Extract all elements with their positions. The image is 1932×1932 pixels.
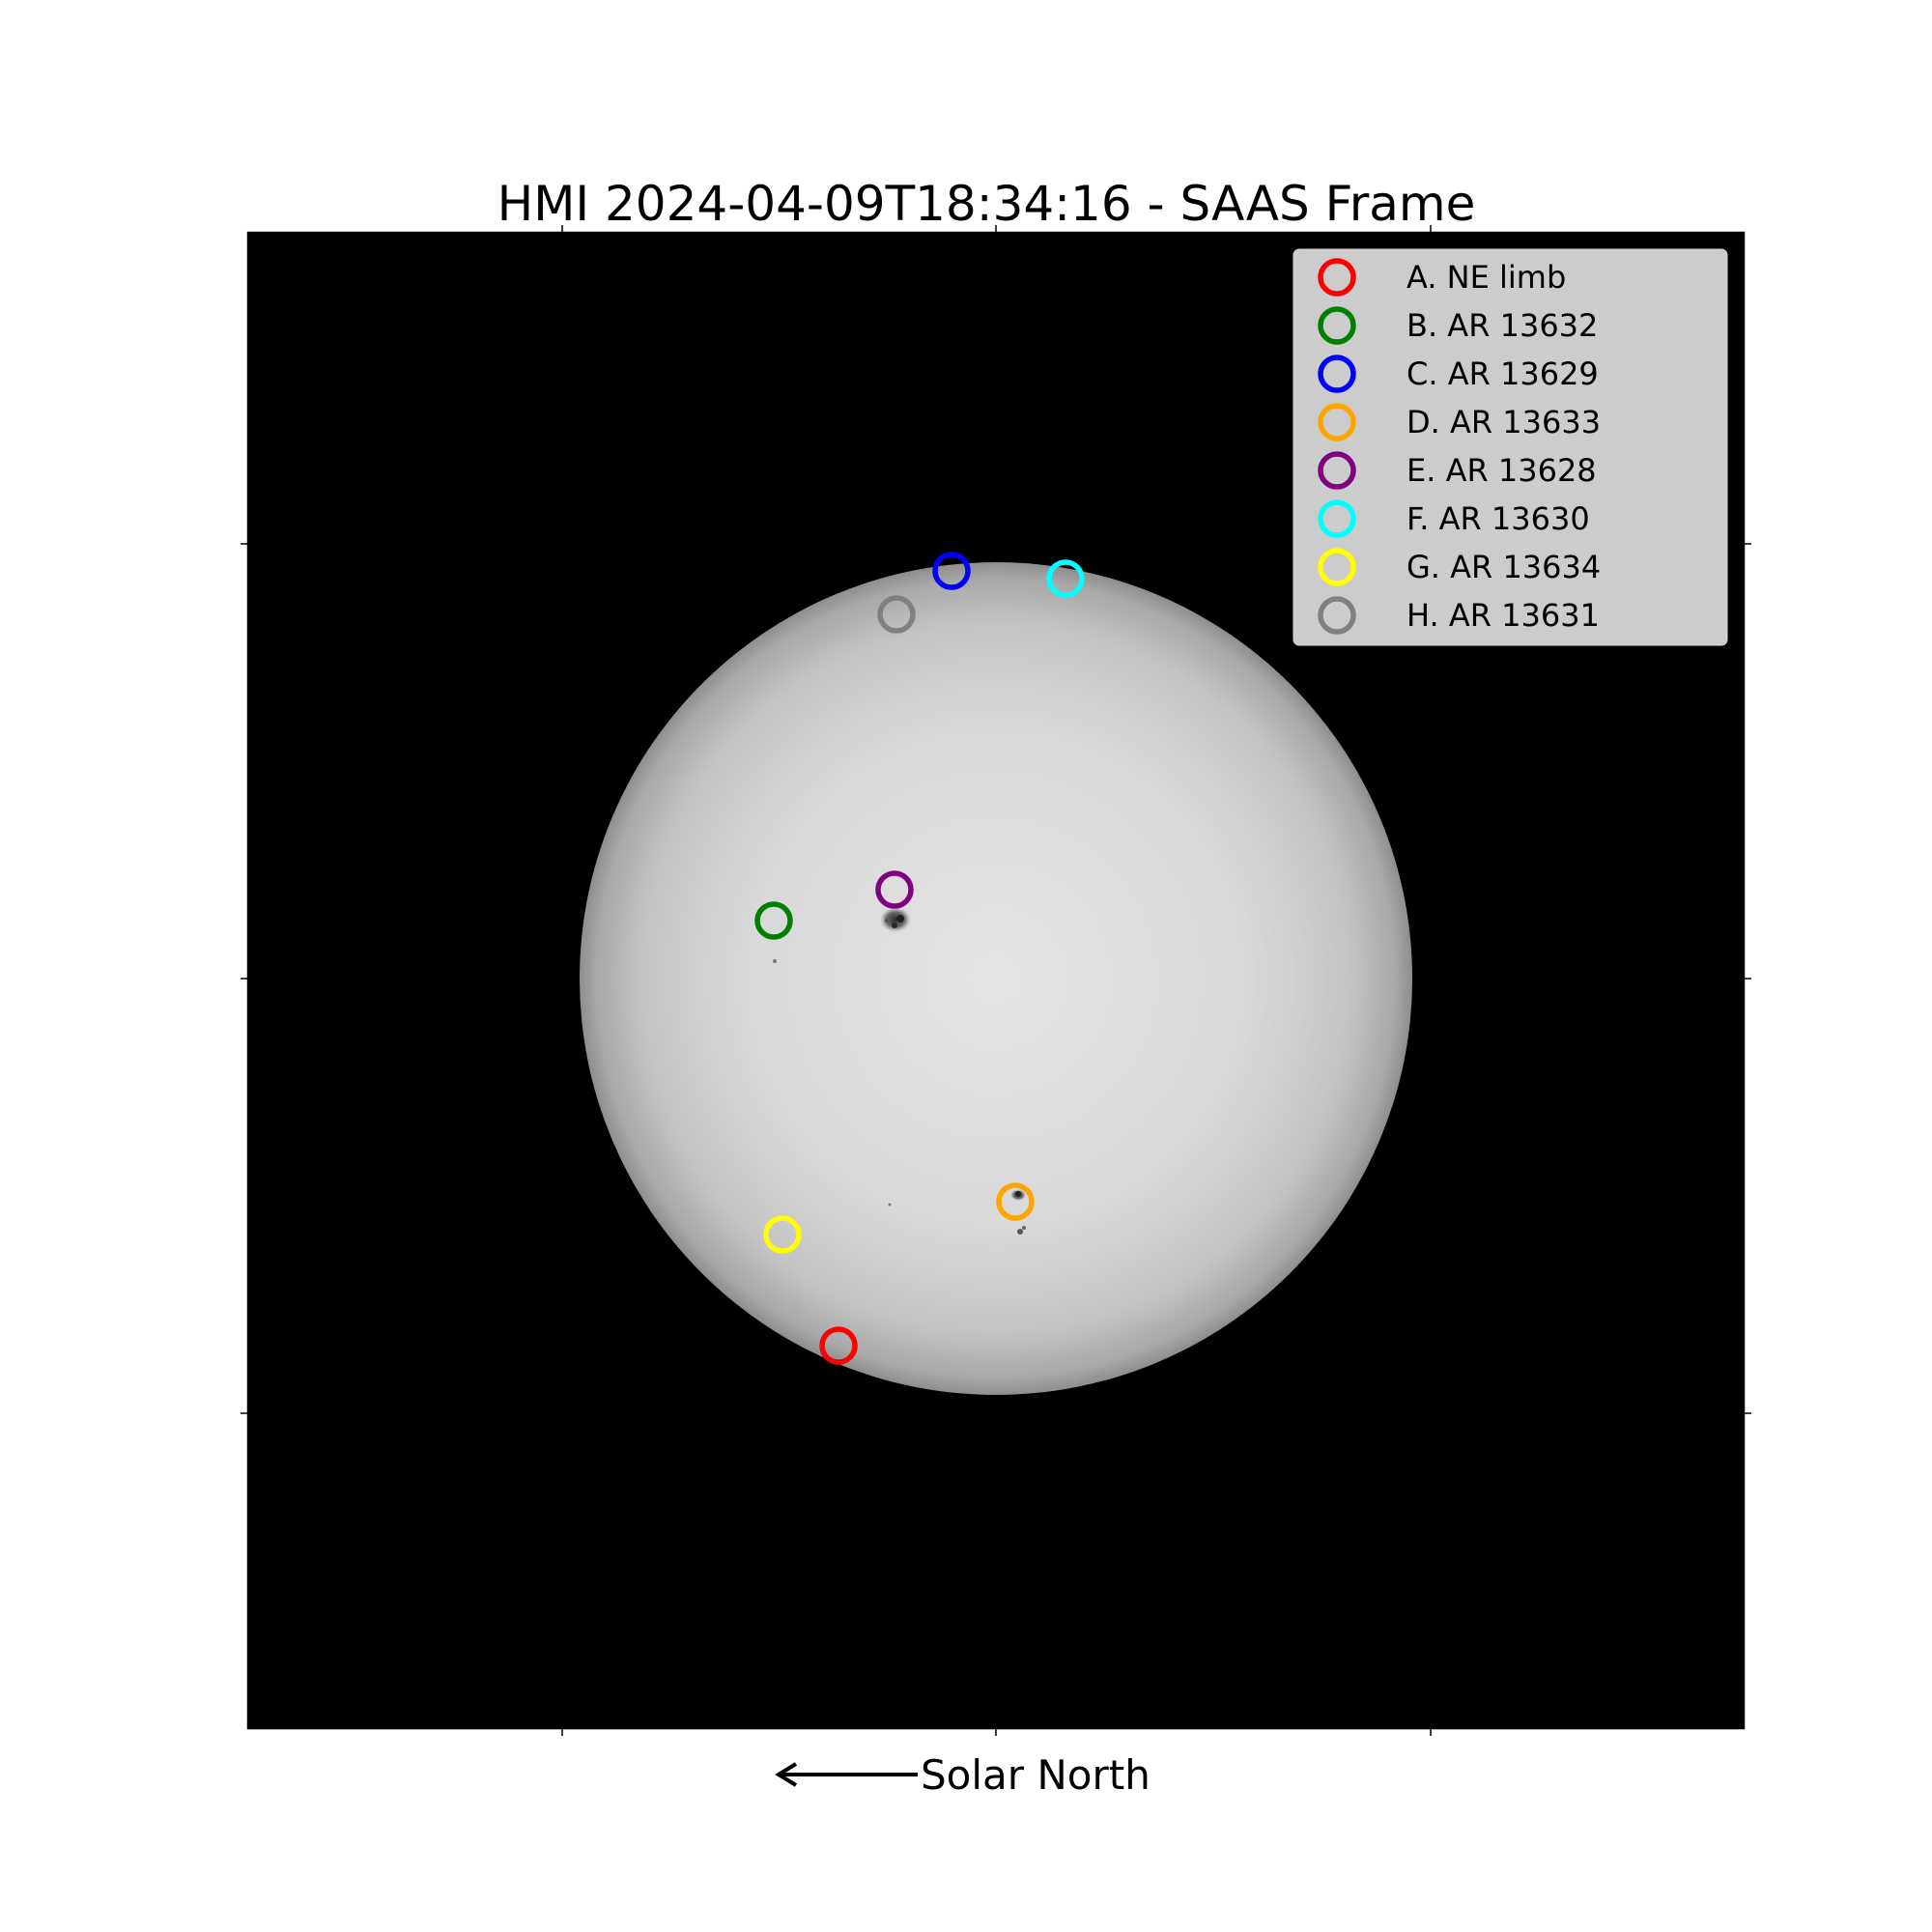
legend-marker-6 [1318, 548, 1356, 586]
solar-north-indicator: Solar North [775, 1751, 1151, 1799]
marker-b-ar-13632 [754, 901, 793, 940]
legend-box [1293, 248, 1728, 646]
region-markers [754, 552, 1085, 1365]
sunspot [888, 1203, 892, 1207]
legend-label-7: H. AR 13631 [1406, 597, 1600, 634]
sunspot-group-e [880, 907, 911, 932]
legend-label-5: F. AR 13630 [1406, 500, 1590, 537]
legend-label-0: A. NE limb [1406, 259, 1566, 296]
marker-e-ar-13628 [875, 870, 914, 909]
sunspot [1022, 1226, 1026, 1230]
sunspot [1015, 1191, 1021, 1197]
marker-d-ar-13633 [996, 1182, 1035, 1221]
legend-marker-4 [1318, 451, 1356, 490]
legend-label-1: B. AR 13632 [1406, 307, 1598, 344]
legend: A. NE limb B. AR 13632 C. AR 13629 D. AR 13… [1293, 248, 1728, 646]
solar-north-label: Solar North [921, 1751, 1151, 1799]
legend-marker-1 [1318, 306, 1356, 345]
legend-label-6: G. AR 13634 [1406, 549, 1601, 585]
legend-marker-5 [1318, 499, 1356, 538]
sunspot [1017, 1229, 1023, 1235]
marker-h-ar-13631 [877, 595, 916, 634]
legend-label-3: D. AR 13633 [1406, 404, 1601, 440]
legend-marker-3 [1318, 403, 1356, 441]
legend-marker-2 [1318, 355, 1356, 393]
sunspot [885, 919, 889, 923]
marker-g-ar-13634 [763, 1215, 802, 1254]
sunspot [892, 923, 897, 928]
legend-marker-7 [1318, 596, 1356, 635]
sunspot [896, 915, 904, 923]
legend-marker-0 [1318, 258, 1356, 297]
arrow-head [775, 1762, 798, 1787]
marker-f-ar-13630 [1046, 559, 1085, 598]
axis-ticks [241, 225, 1751, 1736]
legend-label-2: C. AR 13629 [1406, 355, 1599, 392]
plot-title: HMI 2024-04-09T18:34:16 - SAAS Frame [497, 176, 1476, 232]
legend-label-4: E. AR 13628 [1406, 452, 1597, 489]
solar-disk [580, 562, 1412, 1395]
sunspots [773, 907, 1026, 1235]
marker-a-ne-limb [819, 1326, 858, 1365]
marker-c-ar-13629 [932, 552, 971, 590]
sunspot [773, 959, 777, 963]
